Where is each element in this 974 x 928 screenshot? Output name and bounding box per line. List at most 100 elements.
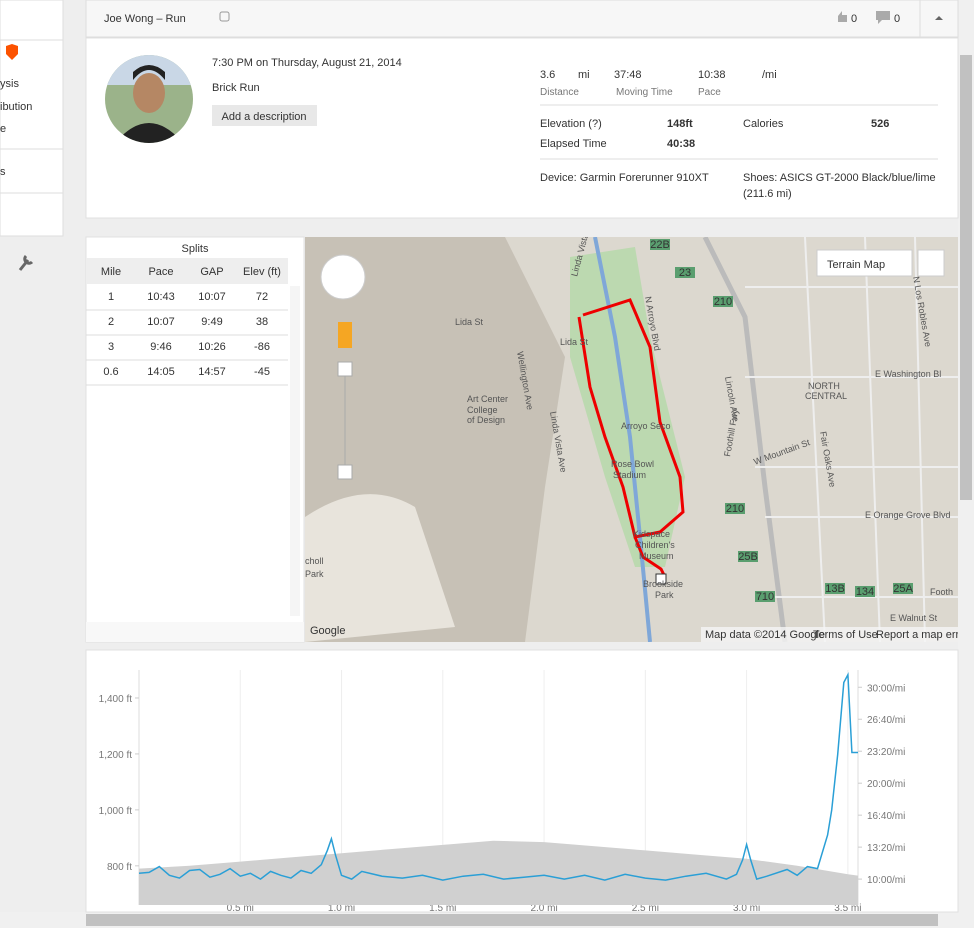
map-type[interactable]: Terrain Map (827, 259, 885, 271)
streets (745, 286, 958, 598)
panel-footer (86, 622, 304, 642)
y2-tick-label: 30:00/mi (867, 683, 905, 694)
sidebar (0, 0, 64, 237)
stat-label: Pace (698, 87, 721, 98)
device: Device: Garmin Forerunner 910XT (540, 172, 709, 184)
road-shield-label: 13B (825, 583, 845, 595)
wrench-icon[interactable] (18, 254, 34, 271)
streets (804, 237, 926, 642)
road-shield-label: 25A (893, 583, 913, 595)
button-label[interactable]: Add a description (222, 111, 307, 123)
finish-marker (655, 573, 667, 585)
road-shield (650, 239, 670, 250)
split-cell: 38 (256, 316, 268, 328)
map-label: Park (655, 590, 674, 600)
route (577, 298, 685, 578)
kudos-count: 0 (851, 13, 857, 25)
y-tick-label: 1,200 ft (99, 750, 133, 761)
map-label: Arroyo Seco (621, 421, 671, 431)
shoes-distance: (211.6 mi) (743, 188, 792, 200)
map-label: choll (305, 556, 324, 566)
stat-value: 37:48 (614, 69, 642, 81)
terms-link[interactable]: Terms of Use (813, 629, 878, 641)
fullscreen-button[interactable] (917, 249, 945, 277)
map-label: Lida St (560, 337, 589, 347)
calories-label: Calories (743, 118, 784, 130)
attribution: Map data ©2014 Google (705, 629, 825, 641)
activity-name: Brick Run (212, 82, 260, 94)
x-tick-label: 3.5 mi (834, 903, 861, 914)
stat-label: Distance (540, 87, 579, 98)
y2-tick-label: 23:20/mi (867, 747, 905, 758)
split-cell: 14:05 (147, 366, 175, 378)
road-shield (825, 583, 845, 594)
zoom-in[interactable] (337, 361, 353, 377)
scroll-thumb[interactable] (960, 55, 972, 500)
calories-value: 526 (871, 118, 889, 130)
map-label: E Walnut St (890, 613, 938, 623)
map-label: NORTH (808, 381, 840, 391)
elevation-label[interactable]: Elevation (?) (540, 118, 602, 130)
lock-icon (219, 11, 230, 22)
road-shield-label: 22B (650, 239, 670, 251)
avatar (105, 55, 193, 143)
map-label: Kidspace (633, 529, 670, 539)
shield-icon (6, 44, 18, 60)
report-link[interactable]: Report a map error (876, 629, 969, 641)
splits-title: Splits (182, 243, 209, 255)
pegman[interactable] (338, 322, 352, 348)
map-label: College (467, 405, 498, 415)
map-label: Park (305, 569, 324, 579)
road-shield-label: 210 (714, 296, 732, 308)
road-shield (755, 591, 775, 602)
splits-scrollbar[interactable] (290, 286, 300, 616)
sidebar-item[interactable]: ysis (0, 78, 19, 90)
y2-tick-label: 16:40/mi (867, 811, 905, 822)
column-header: Elev (ft) (243, 266, 281, 278)
header-bar (85, 0, 959, 38)
map-label: of Design (467, 415, 505, 425)
map-label: Art Center (467, 394, 508, 404)
x-tick-label: 0.5 mi (227, 903, 254, 914)
sidebar-item[interactable]: ibution (0, 101, 32, 113)
comment-count: 0 (894, 13, 900, 25)
activity-datetime: 7:30 PM on Thursday, August 21, 2014 (212, 57, 402, 69)
road-shield-label: 23 (679, 267, 691, 279)
map-label: Lida St (455, 317, 484, 327)
h-scroll-thumb[interactable] (86, 914, 938, 926)
splits-panel (85, 236, 305, 643)
split-cell: -45 (254, 366, 270, 378)
split-cell: 14:57 (198, 366, 226, 378)
pace-line (138, 672, 858, 881)
map-label: Children's (635, 540, 675, 550)
map-label: Brookside (643, 579, 683, 589)
splits-table: Mile Pace GAP Elev (ft) 1 10:43 10:07 72 2 10:07 9… (86, 266, 288, 386)
elapsed-value: 40:38 (667, 138, 695, 150)
road-shield (738, 551, 758, 562)
split-cell: 10:07 (198, 291, 226, 303)
freeway (702, 237, 788, 642)
column-header: Pace (148, 266, 173, 278)
zoom-out[interactable] (337, 464, 353, 480)
comment-icon[interactable] (876, 11, 890, 24)
collapse-button[interactable] (935, 16, 943, 20)
pan-control[interactable] (320, 254, 366, 300)
stat-value: 3.6 (540, 69, 555, 81)
split-cell: 9:49 (201, 316, 222, 328)
split-cell: 1 (108, 291, 114, 303)
terrain (305, 494, 455, 642)
split-cell: 10:07 (147, 316, 175, 328)
add-description-button[interactable] (212, 105, 317, 126)
map-label: Stadium (613, 470, 646, 480)
activity-header: Joe Wong – Run (104, 13, 186, 25)
sidebar-item[interactable]: e (0, 123, 6, 135)
map-type-button[interactable] (816, 249, 913, 277)
x-tick-label: 2.5 mi (632, 903, 659, 914)
elevation-area (139, 840, 858, 905)
kudos-icon[interactable] (834, 11, 847, 22)
shoes: Shoes: ASICS GT-2000 Black/blue/lime (743, 172, 936, 184)
stat-unit: /mi (762, 69, 777, 81)
sidebar-item[interactable]: s (0, 166, 6, 178)
